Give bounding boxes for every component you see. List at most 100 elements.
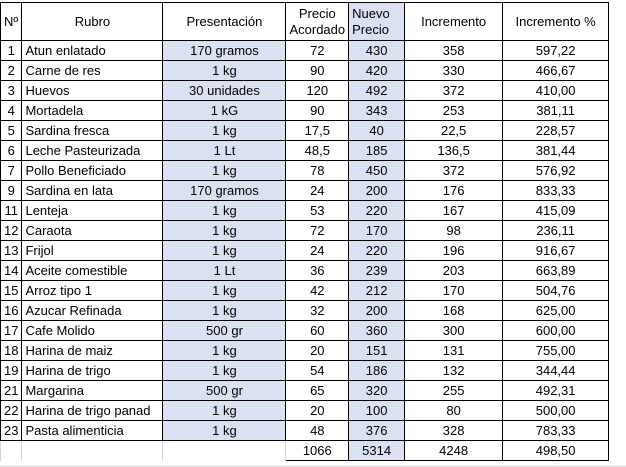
row-num-cell[interactable]: 6 — [0, 140, 23, 161]
presentacion-cell[interactable]: 170 gramos — [162, 180, 287, 201]
nuevo-precio-cell[interactable]: 185 — [348, 140, 406, 161]
incremento-cell[interactable]: 167 — [404, 200, 504, 221]
nuevo-precio-cell[interactable]: 343 — [348, 100, 406, 121]
incremento-cell[interactable]: 330 — [404, 60, 504, 81]
incremento-pct-cell[interactable]: 597,22 — [502, 40, 610, 61]
rubro-cell[interactable]: Harina de trigo — [21, 360, 164, 381]
presentacion-cell[interactable]: 1 Lt — [162, 260, 287, 281]
incremento-pct-cell[interactable]: 228,57 — [502, 120, 610, 141]
nuevo-precio-cell[interactable]: 200 — [348, 180, 406, 201]
total-blank-presentacion[interactable] — [162, 440, 287, 461]
incremento-pct-cell[interactable]: 663,89 — [502, 260, 610, 281]
precio-acordado-cell[interactable]: 24 — [285, 180, 350, 201]
row-num-cell[interactable]: 4 — [0, 100, 23, 121]
nuevo-precio-cell[interactable]: 450 — [348, 160, 406, 181]
rubro-cell[interactable]: Aceite comestible — [21, 260, 164, 281]
row-num-cell[interactable]: 1 — [0, 40, 23, 61]
rubro-cell[interactable]: Pollo Beneficiado — [21, 160, 164, 181]
rubro-cell[interactable]: Leche Pasteurizada — [21, 140, 164, 161]
incremento-cell[interactable]: 136,5 — [404, 140, 504, 161]
row-num-cell[interactable]: 18 — [0, 340, 23, 361]
incremento-cell[interactable]: 253 — [404, 100, 504, 121]
header-precio-acordado[interactable]: Precio Acordado — [285, 2, 350, 41]
rubro-cell[interactable]: Huevos — [21, 80, 164, 101]
precio-acordado-cell[interactable]: 48,5 — [285, 140, 350, 161]
incremento-pct-cell[interactable]: 755,00 — [502, 340, 610, 361]
precio-acordado-cell[interactable]: 42 — [285, 280, 350, 301]
rubro-cell[interactable]: Mortadela — [21, 100, 164, 121]
incremento-cell[interactable]: 328 — [404, 420, 504, 441]
incremento-cell[interactable]: 372 — [404, 160, 504, 181]
incremento-pct-cell[interactable]: 600,00 — [502, 320, 610, 341]
nuevo-precio-cell[interactable]: 151 — [348, 340, 406, 361]
incremento-pct-cell[interactable]: 500,00 — [502, 400, 610, 421]
presentacion-cell[interactable]: 1 kg — [162, 300, 287, 321]
presentacion-cell[interactable]: 1 kg — [162, 420, 287, 441]
total-nuevo-cell[interactable]: 5314 — [348, 440, 406, 461]
nuevo-precio-cell[interactable]: 170 — [348, 220, 406, 241]
row-num-cell[interactable]: 7 — [0, 160, 23, 181]
precio-acordado-cell[interactable]: 36 — [285, 260, 350, 281]
presentacion-cell[interactable]: 1 Lt — [162, 140, 287, 161]
total-incremento-cell[interactable]: 4248 — [404, 440, 504, 461]
presentacion-cell[interactable]: 1 kg — [162, 200, 287, 221]
precio-acordado-cell[interactable]: 48 — [285, 420, 350, 441]
incremento-pct-cell[interactable]: 576,92 — [502, 160, 610, 181]
row-num-cell[interactable]: 19 — [0, 360, 23, 381]
nuevo-precio-cell[interactable]: 239 — [348, 260, 406, 281]
incremento-pct-cell[interactable]: 916,67 — [502, 240, 610, 261]
incremento-cell[interactable]: 132 — [404, 360, 504, 381]
total-blank-rubro[interactable] — [21, 440, 164, 461]
nuevo-precio-cell[interactable]: 430 — [348, 40, 406, 61]
row-num-cell[interactable]: 23 — [0, 420, 23, 441]
precio-acordado-cell[interactable]: 120 — [285, 80, 350, 101]
header-incremento-pct[interactable]: Incremento % — [502, 2, 610, 41]
incremento-cell[interactable]: 255 — [404, 380, 504, 401]
precio-acordado-cell[interactable]: 24 — [285, 240, 350, 261]
presentacion-cell[interactable]: 1 kg — [162, 220, 287, 241]
nuevo-precio-cell[interactable]: 220 — [348, 200, 406, 221]
rubro-cell[interactable]: Atun enlatado — [21, 40, 164, 61]
nuevo-precio-cell[interactable]: 200 — [348, 300, 406, 321]
incremento-pct-cell[interactable]: 236,11 — [502, 220, 610, 241]
nuevo-precio-cell[interactable]: 492 — [348, 80, 406, 101]
row-num-cell[interactable]: 2 — [0, 60, 23, 81]
precio-acordado-cell[interactable]: 20 — [285, 340, 350, 361]
rubro-cell[interactable]: Margarina — [21, 380, 164, 401]
row-num-cell[interactable]: 9 — [0, 180, 23, 201]
header-presentacion[interactable]: Presentación — [162, 2, 287, 41]
incremento-pct-cell[interactable]: 410,00 — [502, 80, 610, 101]
rubro-cell[interactable]: Harina de maiz — [21, 340, 164, 361]
rubro-cell[interactable]: Frijol — [21, 240, 164, 261]
incremento-cell[interactable]: 372 — [404, 80, 504, 101]
header-nuevo-precio[interactable]: Nuevo Precio — [348, 2, 406, 41]
nuevo-precio-cell[interactable]: 420 — [348, 60, 406, 81]
precio-acordado-cell[interactable]: 20 — [285, 400, 350, 421]
presentacion-cell[interactable]: 1 kg — [162, 400, 287, 421]
presentacion-cell[interactable]: 1 kg — [162, 160, 287, 181]
nuevo-precio-cell[interactable]: 186 — [348, 360, 406, 381]
rubro-cell[interactable]: Pasta alimenticia — [21, 420, 164, 441]
incremento-cell[interactable]: 80 — [404, 400, 504, 421]
precio-acordado-cell[interactable]: 60 — [285, 320, 350, 341]
nuevo-precio-cell[interactable]: 40 — [348, 120, 406, 141]
total-pct-cell[interactable]: 498,50 — [502, 440, 610, 461]
incremento-pct-cell[interactable]: 381,44 — [502, 140, 610, 161]
presentacion-cell[interactable]: 30 unidades — [162, 80, 287, 101]
row-num-cell[interactable]: 3 — [0, 80, 23, 101]
header-incremento[interactable]: Incremento — [404, 2, 504, 41]
precio-acordado-cell[interactable]: 72 — [285, 220, 350, 241]
precio-acordado-cell[interactable]: 53 — [285, 200, 350, 221]
row-num-cell[interactable]: 5 — [0, 120, 23, 141]
presentacion-cell[interactable]: 1 kg — [162, 120, 287, 141]
presentacion-cell[interactable]: 1 kg — [162, 340, 287, 361]
presentacion-cell[interactable]: 1 kG — [162, 100, 287, 121]
incremento-pct-cell[interactable]: 504,76 — [502, 280, 610, 301]
incremento-cell[interactable]: 98 — [404, 220, 504, 241]
row-num-cell[interactable]: 12 — [0, 220, 23, 241]
row-num-cell[interactable]: 11 — [0, 200, 23, 221]
rubro-cell[interactable]: Cafe Molido — [21, 320, 164, 341]
rubro-cell[interactable]: Lenteja — [21, 200, 164, 221]
precio-acordado-cell[interactable]: 90 — [285, 60, 350, 81]
incremento-pct-cell[interactable]: 415,09 — [502, 200, 610, 221]
